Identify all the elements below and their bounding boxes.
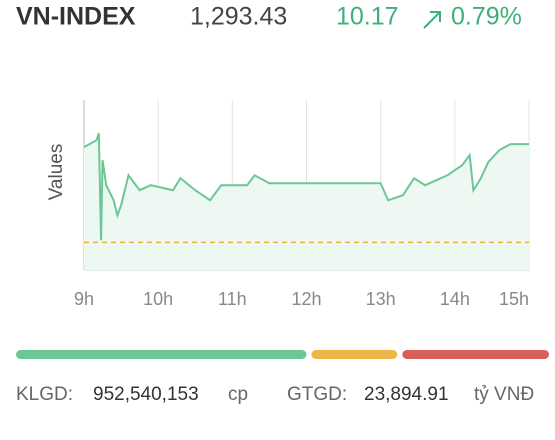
index-change: 10.17 <box>336 3 399 31</box>
index-title: VN-INDEX <box>16 3 136 31</box>
trade-value: 23,894.91 <box>364 384 449 405</box>
x-tick-label: 12h <box>291 289 321 309</box>
value-label: GTGD: <box>287 384 347 405</box>
index-change-pct: 0.79% <box>451 3 522 31</box>
up-arrow <box>423 11 441 29</box>
value-unit: tỷ VNĐ <box>474 384 534 405</box>
x-tick-label: 9h <box>74 289 94 309</box>
volume: 952,540,153 <box>93 384 199 405</box>
breadth-bar <box>16 350 307 359</box>
index-price: 1,293.43 <box>190 3 287 31</box>
breadth-bar <box>402 350 549 359</box>
y-axis-label: Values <box>46 144 67 201</box>
x-tick-label: 14h <box>440 289 470 309</box>
x-tick-label: 15h <box>499 289 529 309</box>
x-tick-label: 11h <box>218 289 247 309</box>
breadth-bar <box>311 350 398 359</box>
volume-label: KLGD: <box>16 384 73 405</box>
x-tick-label: 10h <box>143 289 173 309</box>
line <box>83 132 529 241</box>
volume-unit: cp <box>228 384 248 405</box>
area <box>84 133 529 270</box>
x-tick-label: 13h <box>366 289 396 309</box>
